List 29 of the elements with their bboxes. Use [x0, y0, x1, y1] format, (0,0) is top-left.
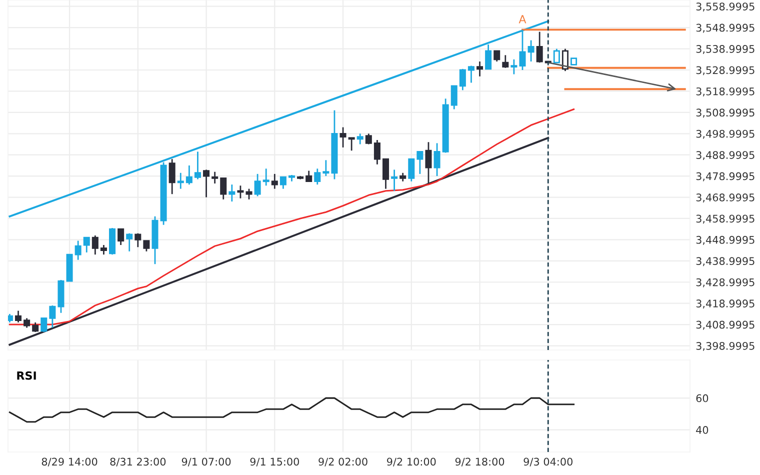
annotation: A: [518, 15, 526, 24]
x-tick-label: 9/3 04:00: [524, 458, 572, 466]
x-tick-label: 9/1 07:00: [182, 458, 231, 466]
y-tick-label: 3,468.9995: [696, 194, 754, 202]
x-tick-label: 8/29 14:00: [42, 458, 98, 466]
x-tick-label: 9/2 10:00: [386, 458, 436, 466]
y-tick-label: 3,408.9995: [696, 320, 754, 330]
y-tick-label: 3,528.9995: [696, 66, 754, 76]
x-tick-label: 9/1 15:00: [250, 458, 300, 466]
x-tick-label: 9/2 02:00: [318, 458, 368, 466]
y-tick-label: 3,438.9995: [696, 257, 754, 266]
y-tick-label: 3,428.9995: [696, 278, 754, 288]
y-tick-label: 3,558.9995: [696, 2, 754, 12]
y-tick-label: 3,448.9995: [696, 236, 754, 245]
y-tick-label: 3,418.9995: [696, 300, 754, 309]
text: RSI: [17, 371, 36, 380]
y-tick-label: 40: [696, 426, 708, 434]
y-tick-label: 3,488.9995: [696, 151, 754, 160]
x-tick-label: 8/31 23:00: [110, 458, 166, 466]
y-tick-label: 3,548.9995: [696, 24, 754, 33]
y-tick-label: 3,508.9995: [696, 108, 754, 118]
y-tick-label: 3,518.9995: [696, 87, 754, 96]
y-tick-label: 3,538.9995: [696, 45, 754, 54]
y-tick-label: 3,398.9995: [696, 342, 754, 351]
y-tick-label: 3,498.9995: [696, 130, 754, 139]
y-tick-label: 3,478.9995: [696, 172, 754, 182]
y-tick-label: 3,458.9995: [696, 214, 754, 224]
x-tick-label: 9/2 18:00: [455, 458, 504, 466]
y-tick-label: 60: [696, 394, 708, 402]
